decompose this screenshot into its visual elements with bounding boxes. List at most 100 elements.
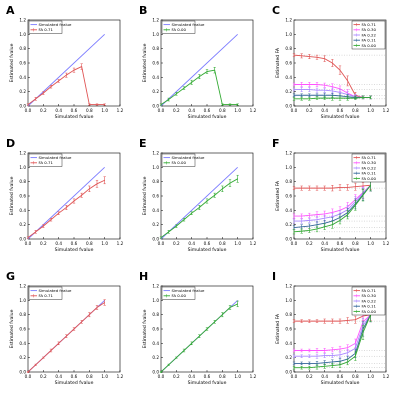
x-tick-label: 0.4 — [321, 241, 328, 246]
x-tick-label: 0.2 — [173, 241, 180, 246]
legend-label: Simulated fvalue — [172, 288, 206, 293]
x-tick-label: 0.8 — [352, 241, 359, 246]
legend-label: FA 0.71 — [39, 293, 54, 298]
y-tick-label: 1.2 — [19, 18, 26, 23]
legend-box — [28, 286, 63, 300]
legend-box — [161, 153, 196, 167]
legend-label: FA 0.71 — [39, 160, 54, 165]
x-tick-label: 1.0 — [234, 374, 241, 379]
y-tick-label: 0.8 — [19, 312, 26, 317]
legend-label: FA 0.11 — [362, 304, 377, 309]
x-tick-label: 0.8 — [352, 108, 359, 113]
series — [26, 63, 106, 106]
series — [292, 179, 372, 235]
legend-label: FA 0.30 — [362, 293, 377, 298]
y-tick-label: 0.2 — [152, 222, 159, 227]
legend-box — [28, 153, 63, 167]
legend-label: FA 0.00 — [362, 176, 377, 181]
series — [159, 300, 239, 373]
y-tick-label: 0.2 — [285, 89, 292, 94]
series — [159, 67, 239, 106]
y-tick-label: 1.2 — [152, 151, 159, 156]
series — [27, 167, 105, 240]
y-tick-label: 0.6 — [19, 194, 26, 199]
x-axis-label: Simulated fvalue — [55, 114, 94, 120]
y-tick-label: 0.4 — [152, 75, 159, 80]
y-tick-label: 1.2 — [19, 284, 26, 289]
y-tick-label: 0.8 — [285, 312, 292, 317]
y-tick-label: 1.0 — [19, 165, 26, 170]
y-tick-label: 0.4 — [152, 341, 159, 346]
x-tick-label: 1.0 — [367, 374, 374, 379]
y-tick-label: 0.4 — [19, 208, 26, 213]
y-tick-label: 0.4 — [152, 208, 159, 213]
x-tick-label: 0.0 — [158, 241, 165, 246]
x-tick-label: 0.6 — [71, 374, 78, 379]
legend-label: FA 0.71 — [362, 22, 377, 27]
x-tick-label: 0.2 — [173, 108, 180, 113]
y-tick-label: 0.2 — [19, 355, 26, 360]
legend-label: FA 0.71 — [362, 288, 377, 293]
legend-label: FA 0.11 — [362, 38, 377, 43]
y-tick-label: 0.8 — [285, 179, 292, 184]
series-line — [27, 167, 105, 240]
x-tick-label: 0.6 — [71, 241, 78, 246]
y-tick-label: 0.2 — [152, 89, 159, 94]
x-tick-label: 1.2 — [250, 241, 257, 246]
x-axis-label: Simulated fvalue — [321, 114, 360, 120]
legend-label: FA 0.00 — [362, 43, 377, 48]
legend-label: FA 0.22 — [362, 165, 377, 170]
x-tick-label: 0.4 — [55, 241, 62, 246]
x-tick-label: 0.0 — [158, 374, 165, 379]
legend-label: FA 0.71 — [362, 155, 377, 160]
y-tick-label: 0.8 — [285, 46, 292, 51]
y-tick-label: 0.0 — [19, 370, 26, 375]
y-tick-label: 0.0 — [19, 104, 26, 109]
x-tick-label: 1.0 — [234, 241, 241, 246]
y-tick-label: 0.4 — [285, 208, 292, 213]
series-line — [27, 34, 105, 107]
legend-label: Simulated fvalue — [39, 155, 73, 160]
series — [26, 299, 106, 373]
x-tick-label: 0.6 — [71, 108, 78, 113]
legend-label: FA 0.22 — [362, 298, 377, 303]
y-tick-label: 0.0 — [285, 237, 292, 242]
x-tick-label: 0.0 — [158, 108, 165, 113]
panel-letter: C — [272, 4, 280, 17]
series — [26, 176, 106, 239]
y-tick-label: 1.2 — [285, 18, 292, 23]
x-tick-label: 0.4 — [321, 108, 328, 113]
y-tick-label: 0.4 — [285, 75, 292, 80]
y-tick-label: 1.0 — [152, 298, 159, 303]
x-tick-label: 0.4 — [321, 374, 328, 379]
x-tick-label: 0.6 — [337, 374, 344, 379]
x-tick-label: 1.2 — [117, 108, 124, 113]
x-tick-label: 0.0 — [25, 374, 32, 379]
x-tick-label: 0.6 — [204, 108, 211, 113]
y-axis-label: Estimated fvalue — [142, 43, 148, 82]
x-tick-label: 1.0 — [367, 241, 374, 246]
x-axis-label: Simulated fvalue — [55, 247, 94, 253]
y-tick-label: 1.0 — [285, 165, 292, 170]
series-line — [160, 167, 238, 240]
y-tick-label: 0.6 — [285, 327, 292, 332]
y-tick-label: 0.8 — [152, 179, 159, 184]
x-axis-label: Simulated fvalue — [188, 380, 227, 386]
x-tick-label: 0.8 — [219, 241, 226, 246]
y-tick-label: 1.0 — [152, 32, 159, 37]
x-tick-label: 1.2 — [117, 374, 124, 379]
x-tick-label: 1.2 — [383, 108, 390, 113]
y-tick-label: 0.2 — [152, 355, 159, 360]
y-axis-label: Estimated fvalue — [9, 176, 15, 215]
x-axis-label: Simulated fvalue — [188, 114, 227, 120]
chart-panel-i: I 0.0 0.2 0.4 0.6 0.8 1.0 1.2 0.0 0.2 0.4 0.6 0.8 1.0… — [272, 270, 390, 386]
panel-letter: H — [139, 270, 148, 283]
y-tick-label: 1.2 — [285, 151, 292, 156]
legend-label: FA 0.30 — [362, 160, 377, 165]
x-tick-label: 1.2 — [383, 241, 390, 246]
x-tick-label: 0.8 — [352, 374, 359, 379]
x-tick-label: 1.0 — [367, 108, 374, 113]
